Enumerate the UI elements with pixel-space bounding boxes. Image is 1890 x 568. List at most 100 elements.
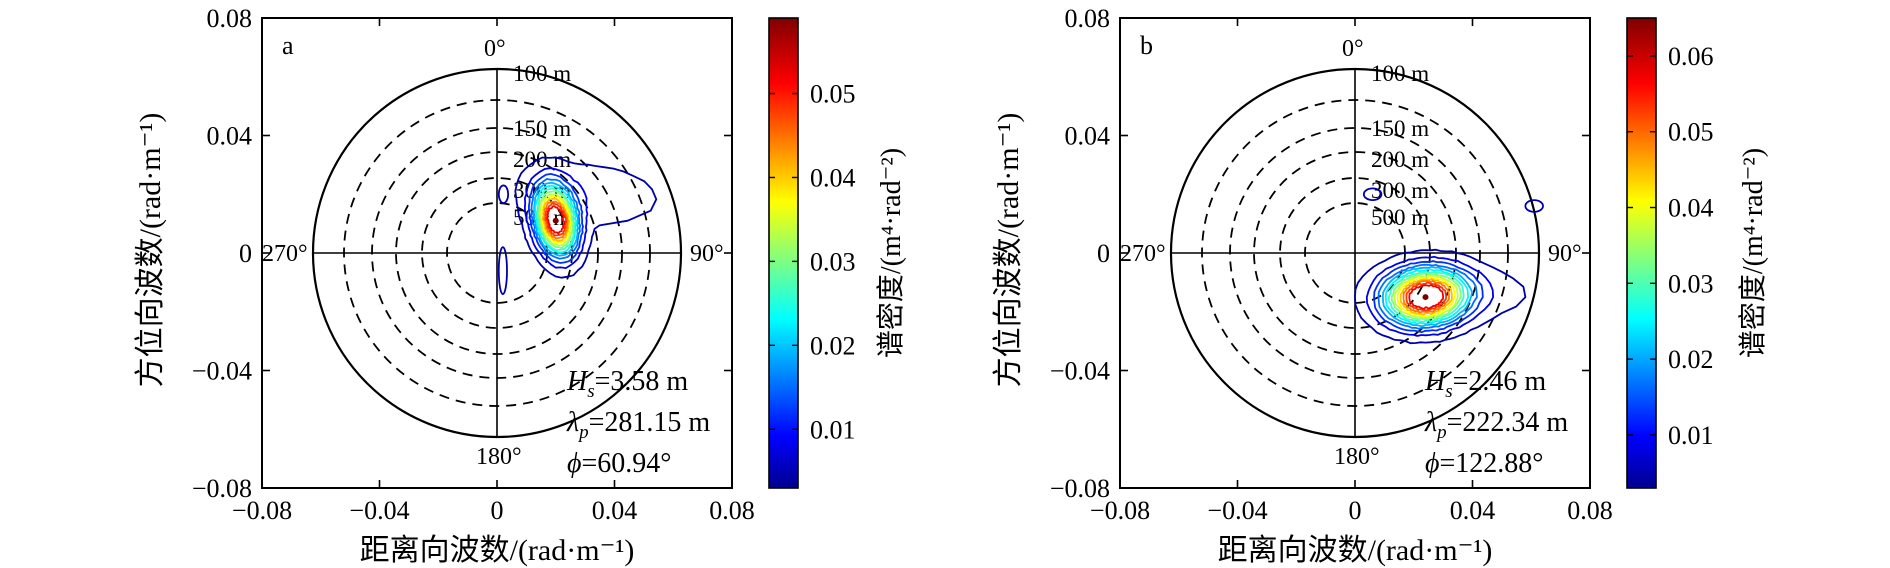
x-tick-label: 0.04 [1450,496,1496,525]
contour-line [1384,268,1470,325]
contour-line [1524,199,1544,213]
colorbar [1626,17,1657,489]
x-tick-labels: −0.08 −0.04 0 0.04 0.08 [1090,496,1613,525]
contour-line [1393,274,1459,319]
contour-line [534,184,578,254]
direction-label-0: 0° [1342,36,1364,62]
x-tick-labels: −0.08 −0.04 0 0.04 0.08 [232,496,755,525]
contour-line [523,167,589,270]
panel-b: 距离向波数/(rad·m⁻¹) 方位向波数/(rad·m⁻¹) 100 m150… [992,4,1769,567]
spectrum-contours [1354,187,1544,345]
y-tick-labels: 0.08 0.04 0 −0.04 −0.08 [1050,4,1110,503]
direction-label-180: 180° [476,444,522,470]
contour-line [544,202,567,237]
contour-line [1387,270,1465,323]
contour-line [541,197,570,243]
y-tick-label: 0 [1097,239,1110,268]
contour-line [532,181,580,257]
x-tick-label: −0.04 [1207,496,1267,525]
y-axis-label: 方位向波数/(rad·m⁻¹) [992,113,1025,388]
y-axis-label: 方位向波数/(rad·m⁻¹) [134,113,167,388]
colorbar-tick-label: 0.06 [1668,42,1714,71]
contour-line [497,184,510,204]
colorbar-ticks: 0.06 0.05 0.04 0.03 0.02 0.01 [1627,42,1714,450]
lambda-annotation: λp=222.34 m [1424,407,1568,443]
colorbar-tick-label: 0.04 [1668,194,1714,223]
direction-label-270: 270° [262,241,308,267]
hs-annotation: Hs=2.46 m [1424,366,1546,402]
colorbar-label: 谱密度/(m⁴·rad⁻²) [1737,148,1769,358]
axis-ticks [261,17,733,489]
hs-value: =3.58 m [595,366,689,397]
x-tick-label: 0.08 [709,496,755,525]
x-tick-label: 0.08 [1567,496,1613,525]
contour-line [514,156,658,279]
colorbar-tick-label: 0.03 [810,247,856,276]
direction-label-270: 270° [1120,241,1166,267]
contour-line [1396,275,1456,318]
contour-line [1402,279,1450,314]
colorbar [768,17,799,489]
colorbar-tick-label: 0.05 [1668,118,1714,147]
direction-label-90: 90° [690,241,724,267]
contour-line [1373,260,1484,334]
phi-value: =122.88° [1440,448,1544,479]
colorbar-tick-label: 0.02 [810,331,856,360]
axis-ticks [1119,17,1591,489]
contour-line [540,194,572,244]
contour-line [1377,263,1478,330]
x-tick-label: 0 [491,496,504,525]
colorbar-tick-label: 0.02 [1668,345,1714,374]
contour-line [527,172,584,264]
colorbar-tick-label: 0.01 [1668,421,1714,450]
direction-label-180: 180° [1334,444,1380,470]
colorbar-tick-label: 0.04 [810,163,856,192]
colorbar-tick-label: 0.05 [810,80,856,109]
contour-line [497,246,508,296]
hs-annotation: Hs=3.58 m [566,366,688,402]
x-axis-label: 距离向波数/(rad·m⁻¹) [360,534,635,567]
contour-line [1405,281,1448,312]
contour-line [1381,265,1474,328]
contour-line [530,178,582,260]
contour-line [1365,255,1495,337]
y-tick-label: −0.04 [192,357,252,386]
spectrum-peak [1422,294,1429,301]
direction-label-90: 90° [1548,241,1582,267]
x-tick-label: −0.08 [232,496,292,525]
y-tick-label: 0.04 [1065,122,1111,151]
lambda-annotation: λp=281.15 m [566,407,710,443]
spectrum-contours [497,156,658,296]
contour-line [546,205,566,235]
hs-value: =2.46 m [1453,366,1547,397]
lambda-value: =281.15 m [589,407,711,438]
y-tick-label: 0 [239,239,252,268]
contour-line [1354,248,1527,345]
colorbar-tick-label: 0.01 [810,415,856,444]
phi-annotation: ϕ=60.94° [567,448,672,479]
contour-line [1408,283,1445,310]
y-tick-label: −0.08 [1050,474,1110,503]
contour-line [1399,277,1453,316]
phi-annotation: ϕ=122.88° [1425,448,1544,479]
x-tick-label: 0.04 [592,496,638,525]
colorbar-tick-label: 0.03 [1668,269,1714,298]
contour-line [537,190,575,250]
y-tick-label: 0.04 [207,122,253,151]
phi-value: =60.94° [582,448,672,479]
y-tick-label: −0.04 [1050,357,1110,386]
contour-line [538,193,573,247]
contour-line [536,187,576,252]
panel-a: 距离向波数/(rad·m⁻¹) 方位向波数/(rad·m⁻¹) 100 m150… [134,4,907,567]
x-tick-label: 0 [1349,496,1362,525]
direction-label-0: 0° [484,36,506,62]
y-tick-label: 0.08 [1065,4,1111,33]
x-tick-label: −0.08 [1090,496,1150,525]
lambda-value: =222.34 m [1447,407,1569,438]
colorbar-ticks: 0.05 0.04 0.03 0.02 0.01 [769,80,856,444]
x-tick-label: −0.04 [349,496,409,525]
ring-label: 200 m [1371,147,1429,172]
contour-line [1390,272,1462,321]
y-tick-label: 0.08 [207,4,253,33]
